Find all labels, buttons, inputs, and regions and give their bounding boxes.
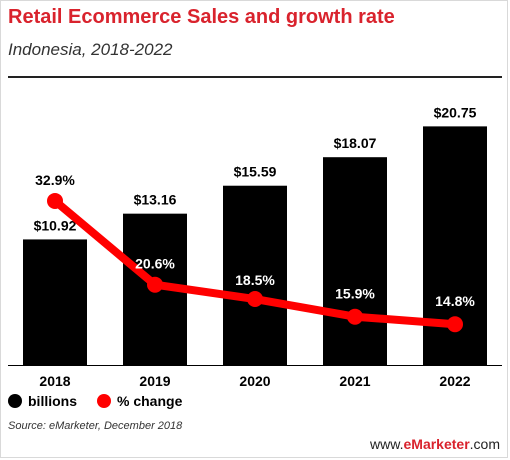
bar-2018 [23,239,87,365]
x-tick-2021: 2021 [339,373,370,389]
bar-label-2022: $20.75 [434,104,477,120]
bar-2020 [223,185,287,365]
x-tick-2022: 2022 [439,373,470,389]
growth-label-2022: 14.8% [435,293,475,309]
growth-point-2022 [447,316,463,333]
legend-item-billions: billions [8,393,77,409]
chart-title: Retail Ecommerce Sales and growth rate [8,6,395,28]
bar-label-2021: $18.07 [334,135,377,151]
legend-billions-label: billions [28,393,77,409]
brand-prefix: www. [370,436,404,452]
title-rule [8,76,502,78]
bar-label-2020: $15.59 [234,164,277,180]
growth-point-2020 [247,291,263,308]
brand-logo: www.eMarketer.com [370,436,500,452]
legend-change-swatch [97,394,111,408]
growth-point-2021 [347,308,363,325]
bar-label-2018: $10.92 [34,217,77,233]
growth-label-2020: 18.5% [235,272,275,288]
legend-billions-swatch [8,394,22,408]
growth-label-2021: 15.9% [335,286,375,302]
x-tick-2020: 2020 [239,373,270,389]
brand-suffix: .com [469,436,500,452]
growth-point-2018 [47,192,63,209]
legend-change-label: % change [117,393,183,409]
bar-2021 [323,157,387,365]
growth-point-2019 [147,276,163,293]
growth-label-2019: 20.6% [135,256,175,272]
growth-label-2018: 32.9% [35,172,75,188]
chart-subtitle: Indonesia, 2018-2022 [8,40,173,59]
legend-item-change: % change [97,393,182,409]
brand-name: eMarketer [403,436,470,452]
source-note: Source: eMarketer, December 2018 [8,420,183,432]
x-tick-2018: 2018 [39,373,70,389]
bar-label-2019: $13.16 [134,192,177,208]
x-tick-2019: 2019 [139,373,170,389]
